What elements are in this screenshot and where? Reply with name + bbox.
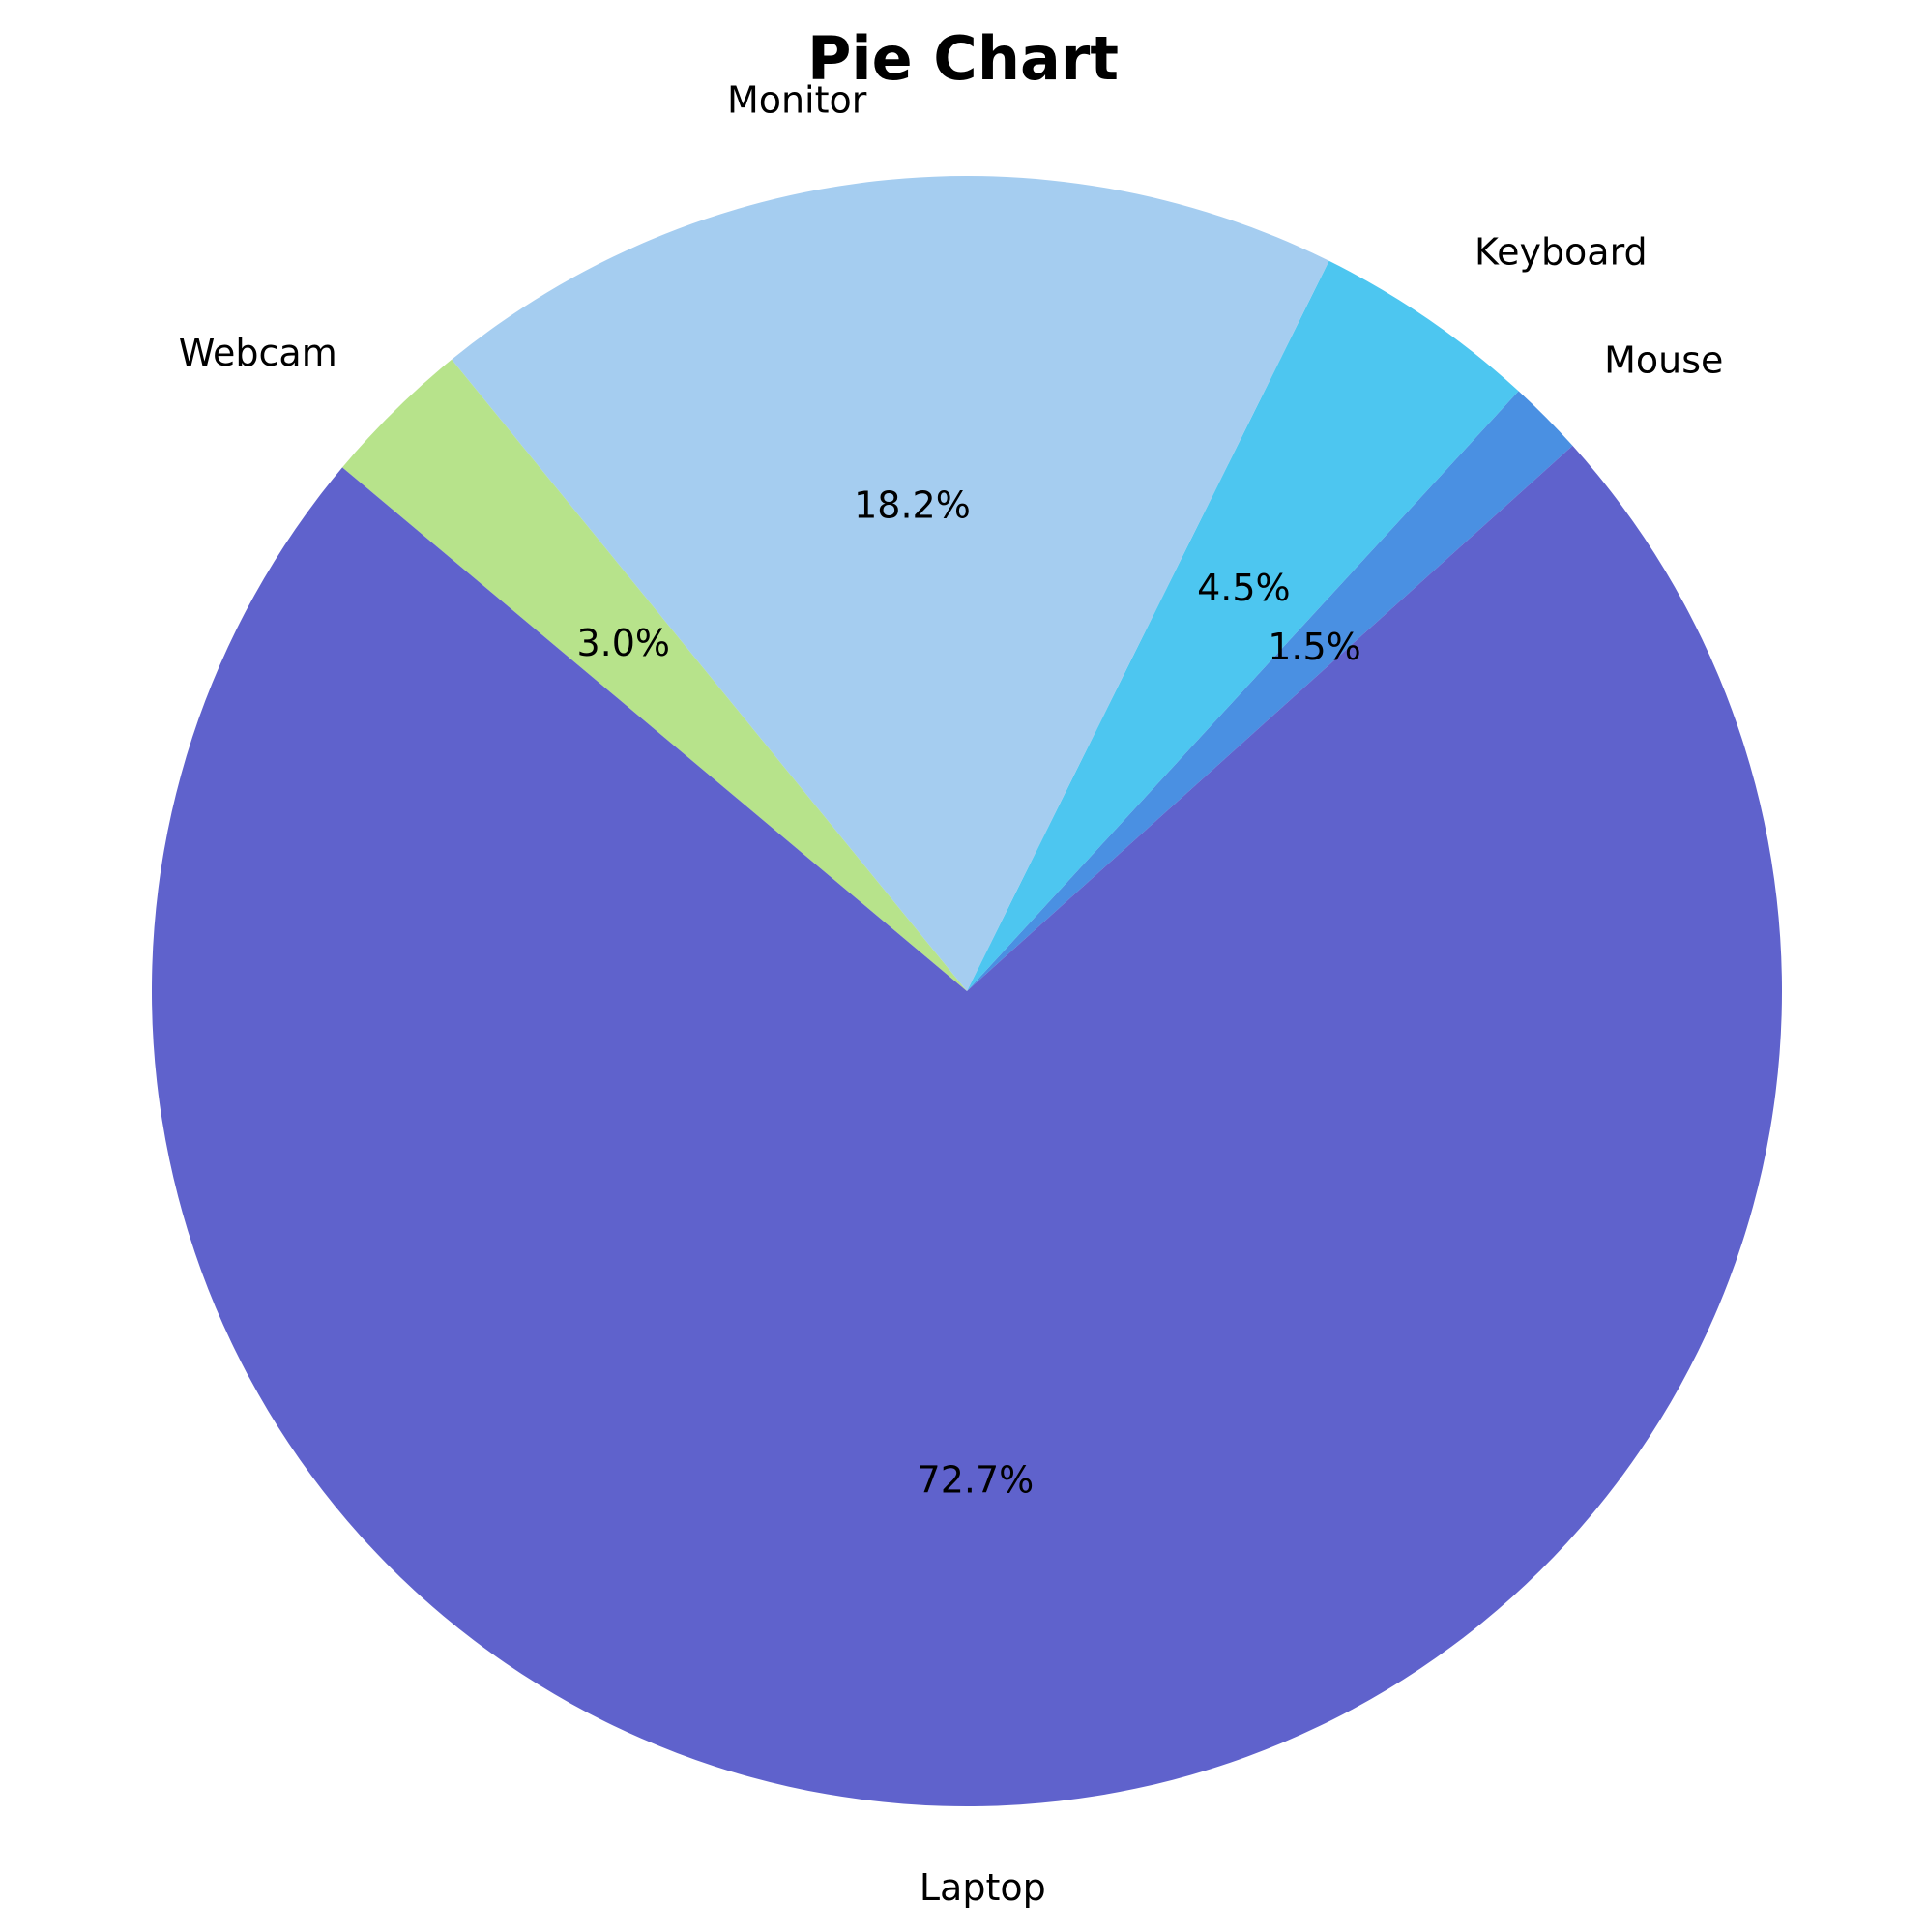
pie-slices xyxy=(152,176,1783,1807)
slice-label-keyboard: Keyboard xyxy=(1474,231,1648,274)
slice-label-monitor: Monitor xyxy=(727,79,867,122)
slice-label-webcam: Webcam xyxy=(179,332,337,374)
chart-title: Pie Chart xyxy=(807,23,1119,94)
slice-label-laptop: Laptop xyxy=(920,1866,1046,1909)
pie-slice-mouse xyxy=(967,391,1573,991)
pie-slice-laptop xyxy=(152,445,1783,1807)
pct-label-monitor: 18.2% xyxy=(854,483,971,526)
pct-label-laptop: 72.7% xyxy=(918,1459,1035,1502)
slice-label-mouse: Mouse xyxy=(1604,339,1723,382)
pct-label-keyboard: 4.5% xyxy=(1197,567,1291,609)
pct-label-webcam: 3.0% xyxy=(576,622,670,664)
pie-labels: 1.5% Mouse 4.5% Keyboard 18.2% Monitor 3.0% Web… xyxy=(179,79,1724,1910)
pie-slice-webcam xyxy=(342,359,967,991)
pie-slice-monitor xyxy=(452,176,1329,992)
pie-slice-keyboard xyxy=(967,260,1519,992)
pct-label-mouse: 1.5% xyxy=(1268,626,1361,668)
